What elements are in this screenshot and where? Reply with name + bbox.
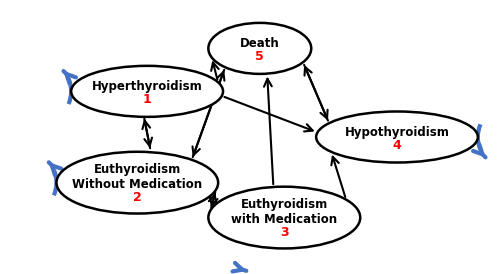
Text: Death: Death [240, 37, 280, 50]
Text: Euthyroidism
Without Medication: Euthyroidism Without Medication [72, 163, 202, 191]
Ellipse shape [56, 152, 218, 213]
Ellipse shape [208, 23, 311, 74]
Text: 5: 5 [256, 50, 264, 63]
Text: 4: 4 [392, 139, 402, 152]
Ellipse shape [316, 112, 478, 162]
Text: 2: 2 [133, 191, 141, 204]
Text: Hyperthyroidism: Hyperthyroidism [92, 80, 202, 93]
Text: 1: 1 [142, 93, 152, 106]
Text: 3: 3 [280, 226, 288, 239]
Text: Hypothyroidism: Hypothyroidism [344, 126, 450, 139]
Text: Euthyroidism
with Medication: Euthyroidism with Medication [231, 198, 338, 226]
Ellipse shape [71, 66, 223, 117]
Ellipse shape [208, 187, 360, 249]
